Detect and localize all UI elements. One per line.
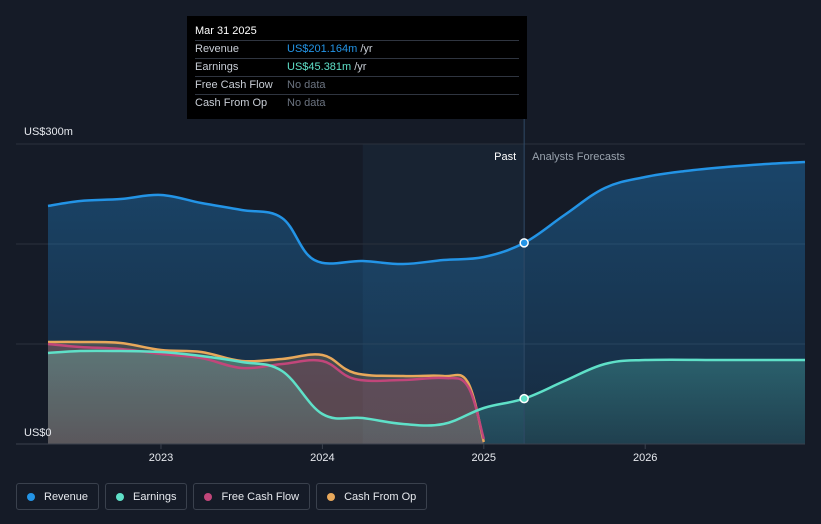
tooltip-row-cash-from-op: Cash From Op No data: [195, 94, 519, 112]
x-tick-label: 2024: [310, 452, 334, 464]
legend-label: Earnings: [133, 490, 177, 503]
past-label: Past: [494, 151, 516, 163]
earnings-line: [47, 349, 805, 427]
legend-label: Free Cash Flow: [221, 490, 300, 503]
tooltip-label: Revenue: [195, 43, 240, 55]
tooltip-value: US$45.381m: [287, 61, 352, 73]
series-lines: [47, 160, 806, 443]
tooltip-row-free-cash-flow: Free Cash Flow No data: [195, 76, 519, 94]
y-tick-label: US$0: [24, 427, 52, 439]
revenue-line: [47, 160, 806, 266]
legend-item-earnings[interactable]: Earnings: [105, 483, 188, 510]
legend-item-free-cash-flow[interactable]: Free Cash Flow: [193, 483, 311, 510]
hover-markers: [519, 238, 529, 404]
earnings-area: [48, 350, 805, 444]
tooltip-label: Earnings: [195, 61, 239, 73]
legend-item-revenue[interactable]: Revenue: [16, 483, 100, 510]
x-tick-label: 2023: [149, 452, 173, 464]
tooltip-value: No data: [287, 97, 326, 109]
earnings-marker: [519, 393, 529, 404]
tooltip-value: US$201.164m: [287, 43, 358, 55]
x-tick-label: 2025: [472, 452, 496, 464]
legend-label: Revenue: [44, 490, 89, 503]
legend-dot-icon: [204, 492, 213, 501]
tooltip-label: Free Cash Flow: [195, 79, 273, 91]
tooltip-date: Mar 31 2025: [195, 25, 257, 37]
x-tick-label: 2026: [633, 452, 657, 464]
legend-dot-icon: [116, 492, 125, 501]
revenue-marker: [519, 238, 529, 248]
tooltip-value: No data: [287, 79, 326, 91]
legend-item-cash-from-op[interactable]: Cash From Op: [316, 483, 428, 510]
chart-legend: Revenue Earnings Free Cash Flow Cash Fro…: [16, 483, 428, 510]
tooltip-unit: /yr: [360, 43, 373, 55]
cash-from-op-line: [47, 340, 486, 443]
tooltip-unit: /yr: [354, 61, 367, 73]
free-cash-flow-line: [47, 342, 485, 440]
data-tooltip: Mar 31 2025 Revenue US$201.164m /yr Earn…: [187, 16, 527, 119]
y-tick-label: US$300m: [24, 126, 73, 138]
legend-label: Cash From Op: [344, 490, 417, 503]
tooltip-row-revenue: Revenue US$201.164m /yr: [195, 40, 519, 58]
tooltip-row-earnings: Earnings US$45.381m /yr: [195, 58, 519, 76]
legend-dot-icon: [327, 492, 336, 501]
legend-dot-icon: [27, 492, 35, 501]
tooltip-label: Cash From Op: [195, 97, 268, 109]
analysts-forecasts-label: Analysts Forecasts: [532, 151, 625, 163]
axes: 2023 2024 2025 2026 US$0 US$300m: [16, 126, 805, 464]
